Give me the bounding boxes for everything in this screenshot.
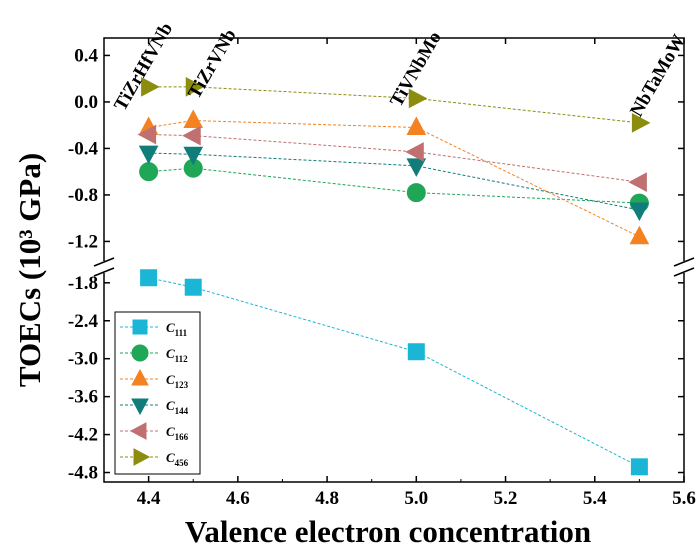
data-point-111-2 xyxy=(407,343,425,361)
x-tick-label: 4.6 xyxy=(226,488,250,509)
y-tick-label: 0.4 xyxy=(74,45,98,66)
data-point-144-1 xyxy=(183,146,204,166)
data-point-166-0 xyxy=(137,124,157,145)
legend-marker xyxy=(131,344,149,362)
y-tick-label: -3.6 xyxy=(68,387,98,408)
series-line-111 xyxy=(148,277,640,468)
data-point-144-0 xyxy=(138,145,159,165)
data-point-166-3 xyxy=(628,172,647,192)
legend-subscript: 123 xyxy=(175,380,189,390)
legend-marker xyxy=(132,319,148,335)
y-axis-title: TOECs (10³ GPa) xyxy=(12,153,47,387)
y-tick-label: -4.2 xyxy=(68,425,98,446)
data-point-144-2 xyxy=(406,158,427,177)
x-tick-label: 5.4 xyxy=(583,488,607,509)
alloy-label: TiZrVNb xyxy=(184,26,241,103)
data-point-111-0 xyxy=(140,269,158,287)
alloy-label: TiZrHfVNb xyxy=(110,19,177,114)
y-tick-label: -0.8 xyxy=(68,185,98,206)
legend-entry-144: C144 xyxy=(166,398,189,416)
legend-entry-123: C123 xyxy=(166,372,189,390)
x-tick-label: 5.2 xyxy=(494,488,518,509)
y-tick-label: 0.0 xyxy=(74,92,98,113)
y-tick-label: -2.4 xyxy=(68,311,99,332)
legend-box xyxy=(114,311,201,475)
data-point-123-3 xyxy=(629,225,650,245)
data-point-111-3 xyxy=(630,458,648,476)
data-point-166-2 xyxy=(405,142,424,162)
legend-entry-456: C456 xyxy=(166,450,189,468)
y-tick-label: -1.8 xyxy=(68,273,98,294)
legend-subscript: 166 xyxy=(175,432,189,442)
x-axis-title: Valence electron concentration xyxy=(185,514,591,549)
axis-break-mark xyxy=(673,267,695,277)
legend-subscript: 456 xyxy=(175,458,189,468)
axis-break-mark xyxy=(93,267,115,277)
legend-symbol: C xyxy=(166,450,175,465)
legend-subscript: 144 xyxy=(175,406,189,416)
data-point-456-1 xyxy=(185,76,205,97)
y-tick-label: -3.0 xyxy=(68,349,98,370)
legend-marker xyxy=(129,422,147,440)
legend-entry-112: C112 xyxy=(166,346,188,364)
data-point-111-1 xyxy=(184,278,202,296)
legend-marker xyxy=(131,368,149,386)
legend-marker xyxy=(133,448,151,466)
data-point-112-2 xyxy=(406,183,426,203)
data-point-112-0 xyxy=(139,162,159,182)
legend-symbol: C xyxy=(166,424,175,439)
y-tick-label: -0.4 xyxy=(68,138,99,159)
data-point-123-1 xyxy=(183,109,204,129)
series-line-144 xyxy=(148,152,640,211)
x-tick-label: 4.4 xyxy=(137,488,161,509)
x-tick-label: 5.6 xyxy=(672,488,696,509)
data-point-144-3 xyxy=(629,202,650,222)
series-line-123 xyxy=(148,120,640,238)
y-tick-label: -4.8 xyxy=(68,463,98,484)
legend-symbol: C xyxy=(166,320,175,335)
axis-break-mark xyxy=(673,257,695,267)
legend-symbol: C xyxy=(166,398,175,413)
data-point-456-2 xyxy=(408,88,428,109)
x-tick-label: 5.0 xyxy=(404,488,428,509)
legend-symbol: C xyxy=(166,372,175,387)
axis-break-mark xyxy=(93,257,115,267)
alloy-label: NbTaMoW xyxy=(626,31,690,120)
data-point-166-1 xyxy=(182,125,201,146)
legend-subscript: 111 xyxy=(175,328,188,338)
series-line-112 xyxy=(148,167,640,204)
data-point-456-3 xyxy=(631,113,651,133)
y-tick-label: -1.2 xyxy=(68,231,98,252)
legend-entry-111: C111 xyxy=(166,320,188,338)
series-line-456 xyxy=(148,86,640,124)
legend-marker xyxy=(131,398,149,416)
series-line-166 xyxy=(148,133,640,183)
x-tick-label: 4.8 xyxy=(315,488,339,509)
data-point-456-0 xyxy=(141,76,160,97)
legend-entry-166: C166 xyxy=(166,424,189,442)
plot-frame xyxy=(103,37,685,483)
data-point-123-2 xyxy=(406,116,427,136)
legend-symbol: C xyxy=(166,346,175,361)
legend-subscript: 112 xyxy=(175,354,189,364)
